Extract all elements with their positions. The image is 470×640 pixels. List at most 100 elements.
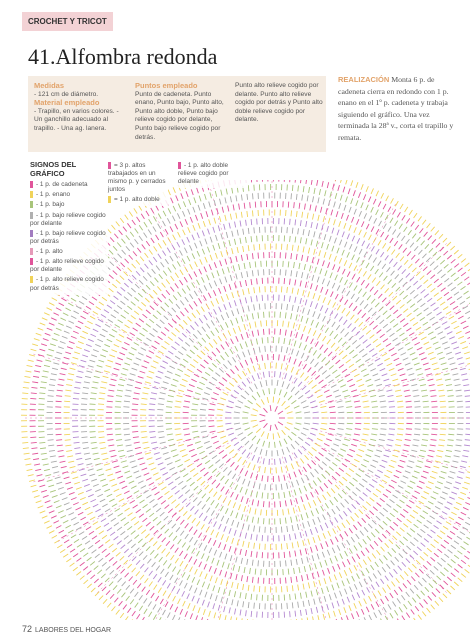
stitch [59, 460, 66, 463]
stitch [384, 449, 391, 452]
stitch [55, 525, 62, 529]
stitch [81, 397, 88, 400]
stitch [358, 288, 363, 294]
stitch [111, 606, 116, 612]
stitch [201, 326, 206, 332]
stitch [406, 504, 412, 509]
stitch [403, 444, 410, 447]
stitch [251, 270, 254, 277]
label: Medidas [34, 81, 65, 90]
stitch [187, 514, 192, 520]
stitch [229, 213, 232, 220]
stitch [246, 193, 249, 200]
stitch [77, 320, 84, 325]
stitch [239, 609, 242, 616]
stitch [225, 444, 231, 450]
spoke [155, 452, 253, 620]
stitch [432, 579, 438, 585]
stitch [121, 329, 127, 333]
stitch [206, 274, 210, 281]
stitch [190, 189, 194, 196]
stitch [206, 386, 212, 391]
stitch [239, 592, 242, 599]
stitch [74, 447, 81, 450]
stitch [72, 553, 79, 558]
stitch [392, 494, 398, 499]
stitch [48, 348, 55, 352]
stitch [139, 256, 145, 262]
stitch [353, 545, 358, 551]
stitch [333, 333, 339, 340]
stitch [143, 628, 146, 633]
stitch [150, 237, 155, 244]
stitch [465, 330, 470, 334]
stitch [209, 629, 211, 635]
stitch [294, 279, 297, 286]
stitch [228, 400, 235, 404]
stitch [336, 545, 341, 551]
stitch [464, 444, 470, 447]
stitch [106, 527, 113, 532]
stitch [422, 253, 427, 259]
stitch [141, 436, 148, 439]
stitch [261, 354, 264, 361]
stitch [78, 468, 85, 471]
stitch [409, 480, 416, 484]
stitch [290, 559, 293, 566]
stitch [196, 354, 202, 360]
stitch [72, 436, 79, 438]
stitch [427, 297, 433, 303]
stitch [402, 583, 408, 589]
stitch [246, 271, 249, 278]
stitch [378, 272, 384, 278]
stitch [354, 428, 361, 430]
stitch [344, 458, 351, 463]
stitch [288, 490, 291, 497]
stitch [434, 460, 441, 463]
stitch [149, 430, 156, 433]
stitch [370, 298, 376, 304]
stitch [75, 346, 82, 350]
stitch [379, 400, 386, 403]
stitch [243, 567, 246, 574]
stitch [287, 568, 290, 575]
stitch [389, 512, 395, 518]
stitch [56, 544, 63, 549]
stitch [349, 448, 356, 453]
stitch [213, 280, 218, 287]
stitch [414, 224, 420, 231]
stitch [186, 368, 193, 373]
stitch [374, 454, 381, 458]
stitch [315, 545, 318, 552]
stitch [312, 411, 319, 414]
stitch [232, 564, 235, 571]
stitch [286, 286, 288, 293]
stitch [144, 533, 150, 539]
stitch [219, 198, 222, 205]
stitch [325, 457, 331, 462]
stitch [155, 595, 160, 602]
stitch [164, 504, 170, 509]
stitch [450, 544, 456, 550]
stitch [380, 578, 385, 585]
stitch [340, 384, 347, 388]
stitch [302, 186, 305, 193]
stitch [351, 326, 357, 332]
stitch [370, 265, 375, 272]
stitch [371, 277, 377, 283]
stitch [450, 258, 456, 264]
stitch [420, 475, 427, 479]
stitch [429, 357, 436, 360]
stitch [146, 337, 152, 342]
stitch [153, 301, 159, 307]
stitch [433, 292, 439, 297]
stitch [291, 542, 294, 549]
stitch [235, 212, 238, 219]
stitch [297, 506, 301, 513]
stitch [82, 386, 89, 389]
stitch [137, 525, 143, 530]
stitch [95, 488, 101, 493]
stitch [92, 452, 99, 455]
stitch [165, 540, 171, 547]
stitch [189, 363, 196, 368]
